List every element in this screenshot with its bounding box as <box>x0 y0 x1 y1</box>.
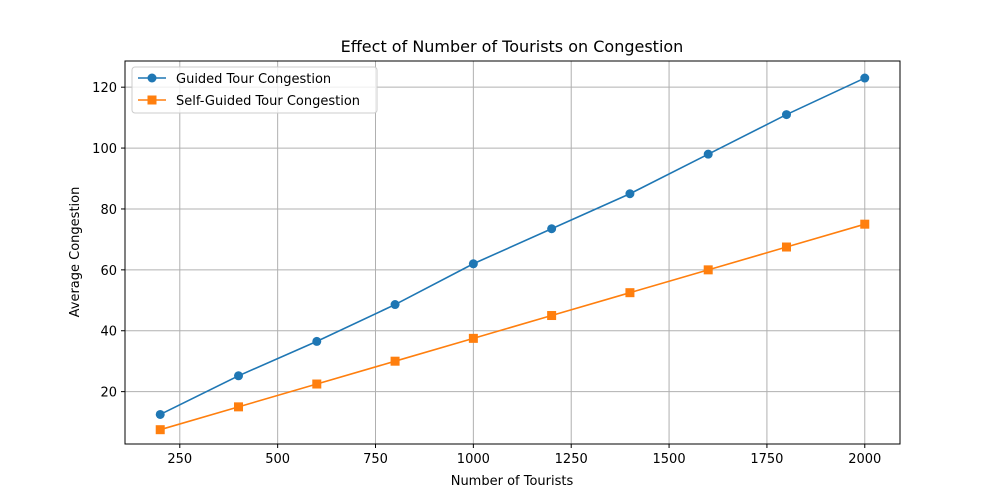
x-tick-label: 250 <box>167 452 192 467</box>
x-tick-label: 750 <box>363 452 388 467</box>
legend-marker <box>147 73 157 83</box>
data-point <box>468 259 478 269</box>
x-tick-label: 1750 <box>750 452 783 467</box>
y-tick-label: 80 <box>100 203 117 218</box>
x-tick-label: 500 <box>265 452 290 467</box>
legend-marker <box>147 95 157 105</box>
series-line <box>160 223 865 431</box>
legend-label: Self-Guided Tour Congestion <box>176 94 360 109</box>
x-axis-label: Number of Tourists <box>451 474 574 489</box>
y-tick-label: 40 <box>100 325 117 340</box>
legend-entry: Self-Guided Tour Congestion <box>138 94 360 109</box>
data-point <box>390 356 400 366</box>
data-point <box>860 219 870 229</box>
data-point <box>547 311 557 321</box>
grid <box>125 61 900 444</box>
series-2 <box>155 219 870 435</box>
data-point <box>703 265 713 275</box>
data-point <box>625 288 635 298</box>
data-point <box>703 149 713 159</box>
legend-label: Guided Tour Congestion <box>176 72 331 87</box>
y-tick-label: 120 <box>92 81 117 96</box>
data-point <box>390 300 400 310</box>
legend-entry: Guided Tour Congestion <box>138 72 331 87</box>
data-point <box>155 425 165 435</box>
y-axis-label: Average Congestion <box>68 187 83 318</box>
data-point <box>155 409 165 419</box>
series-layer <box>155 73 870 435</box>
data-point <box>234 402 244 412</box>
y-tick-label: 60 <box>100 264 117 279</box>
data-point <box>860 73 870 83</box>
y-axis-ticks: 20 40 60 80 100 120 <box>92 81 125 401</box>
data-point <box>312 379 322 389</box>
data-point <box>547 224 557 234</box>
data-point <box>625 189 635 199</box>
series-line <box>159 77 866 416</box>
x-tick-label: 1000 <box>457 452 490 467</box>
legend-box <box>131 66 378 114</box>
data-point <box>468 333 478 343</box>
data-point <box>781 242 791 252</box>
y-tick-label: 20 <box>100 386 117 401</box>
data-point <box>781 110 791 120</box>
chart-title: Effect of Number of Tourists on Congesti… <box>341 37 684 56</box>
legend-entries: Guided Tour Congestion Self-Guided Tour C… <box>138 72 360 109</box>
y-tick-label: 100 <box>92 142 117 157</box>
data-point <box>312 336 322 346</box>
legend: Guided Tour Congestion Self-Guided Tour C… <box>131 66 378 114</box>
x-axis-ticks: 250 500 750 1000 1250 1500 1750 2000 <box>167 444 881 467</box>
plot-frame <box>124 60 901 445</box>
data-point <box>234 371 244 381</box>
x-tick-label: 1500 <box>653 452 686 467</box>
x-tick-label: 1250 <box>555 452 588 467</box>
x-tick-label: 2000 <box>848 452 881 467</box>
series-1 <box>155 73 870 419</box>
